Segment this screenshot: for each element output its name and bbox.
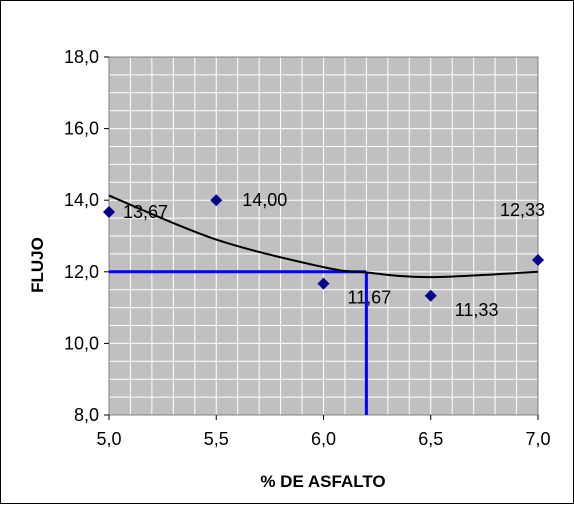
x-tick-label: 7,0 [525,429,550,449]
data-point [210,194,223,207]
data-point [317,277,330,290]
data-point [103,206,115,219]
data-label: 11,33 [455,300,499,320]
y-tick-label: 10,0 [64,333,99,353]
data-label: 14,00 [242,190,287,210]
trendline [108,194,539,279]
data-points [103,194,544,302]
y-tick-label: 14,0 [64,190,99,210]
x-tick-label: 5,0 [96,429,121,449]
data-point [532,253,544,266]
grid-lines [109,57,538,415]
x-tick-label: 6,0 [311,429,336,449]
y-tick-label: 16,0 [64,119,99,139]
tick-labels: 5,0 5,5 6,0 6,5 7,0 8,0 10,0 12,0 14,0 16,0 18,0 [64,47,551,449]
y-tick-label: 18,0 [64,47,99,67]
x-tick-label: 5,5 [204,429,229,449]
y-axis-title: FLUJO [28,237,47,293]
data-point [424,289,437,302]
y-tick-label: 12,0 [64,262,99,282]
x-axis-title: % DE ASFALTO [260,472,385,491]
x-tick-label: 6,5 [418,429,443,449]
data-label: 12,33 [500,200,545,220]
data-label: 13,67 [123,202,168,222]
y-tick-label: 8,0 [74,405,99,425]
data-label: 11,67 [348,288,392,308]
reference-lines [109,270,368,415]
data-labels: 13,67 14,00 11,67 11,33 12,33 [123,190,545,320]
